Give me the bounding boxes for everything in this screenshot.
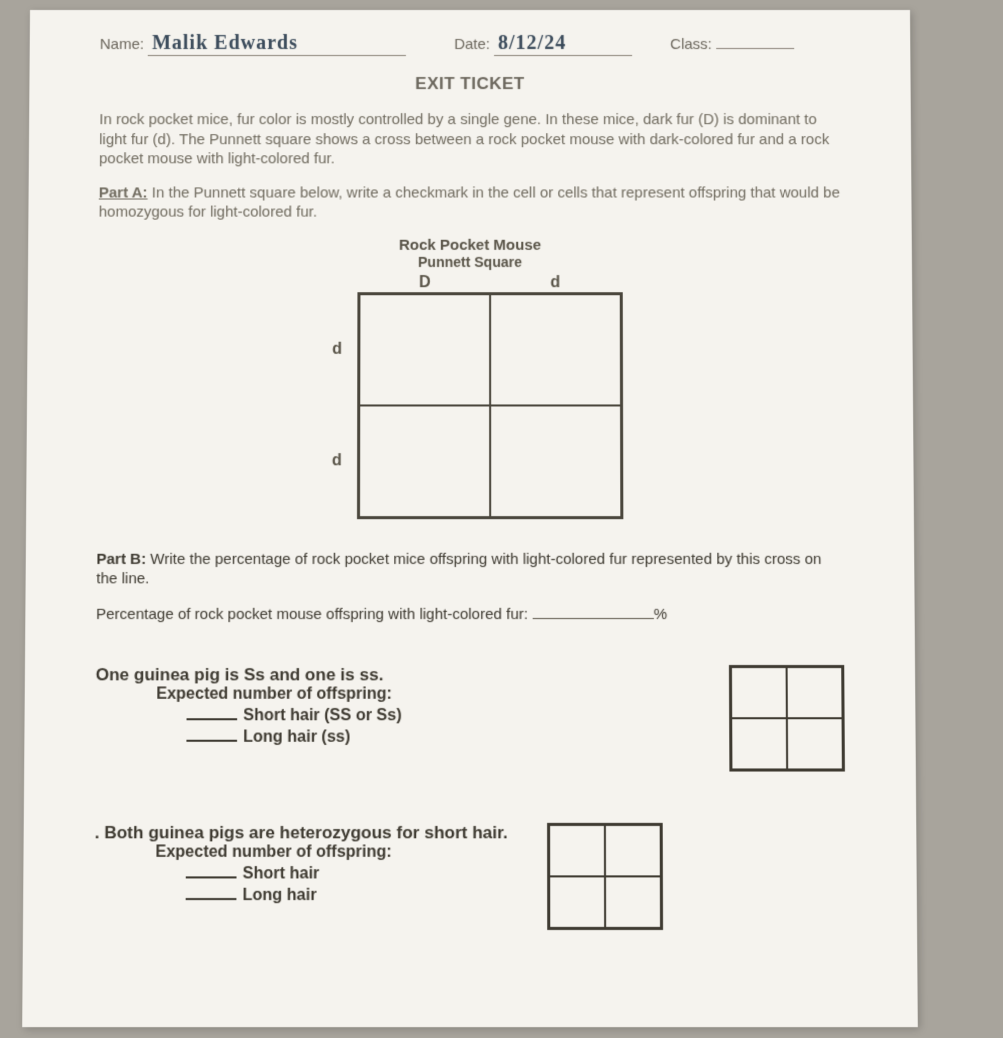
date-label: Date: [454,36,490,53]
q1-cell-1[interactable] [731,667,787,718]
worksheet-paper: Name: Malik Edwards Date: 8/12/24 Class:… [22,10,918,1027]
q2-punnett-grid [547,823,663,930]
part-b: Part B: Write the percentage of rock poc… [96,549,843,589]
part-a-label: Part A: [99,184,148,201]
part-a-text: In the Punnett square below, write a che… [99,184,840,221]
punnett-top-labels: D d [359,274,620,292]
punnett-col-D: D [359,274,490,292]
class-label: Class: [670,36,712,53]
percent-sign: % [654,605,668,622]
part-b-label: Part B: [96,550,146,567]
q2-opt2: Long hair [243,887,317,905]
punnett-cell-3[interactable] [359,405,490,517]
q1-blank-2[interactable] [186,725,237,741]
q1-sub: Expected number of offspring: [156,685,401,703]
percentage-blank[interactable] [532,603,653,618]
punnett-square-container: Rock Pocket Mouse Punnett Square D d d d [97,236,844,518]
intro-paragraph: In rock pocket mice, fur color is mostly… [99,110,841,169]
q1-blank-1[interactable] [187,704,238,720]
punnett-subtitle: Punnett Square [418,253,522,269]
q1-opt2: Long hair (ss) [243,728,350,745]
q2-cell-2[interactable] [605,825,661,876]
q2-head: . Both guinea pigs are heterozygous for … [95,823,508,844]
q2-blank-1[interactable] [186,862,237,878]
punnett-col-d: d [490,274,621,292]
q2-cell-4[interactable] [605,876,661,928]
punnett-row-d-bottom: d [317,405,358,517]
part-b-prompt: Percentage of rock pocket mouse offsprin… [96,605,528,622]
punnett-cell-4[interactable] [490,405,621,517]
q1-cell-3[interactable] [731,718,787,769]
q2-opt1: Short hair [243,865,320,883]
question-1: One guinea pig is Ss and one is ss. Expe… [95,665,845,772]
class-field[interactable] [716,30,794,49]
part-b-text: Write the percentage of rock pocket mice… [96,550,821,587]
name-field[interactable]: Malik Edwards [148,32,406,56]
q1-opt1: Short hair (SS or Ss) [243,707,401,724]
q1-cell-4[interactable] [787,718,843,769]
q2-head-text: Both guinea pigs are heterozygous for sh… [104,823,507,843]
question-2: . Both guinea pigs are heterozygous for … [94,823,846,930]
part-b-prompt-line: Percentage of rock pocket mouse offsprin… [96,603,844,624]
punnett-title: Rock Pocket Mouse [399,236,541,253]
name-label: Name: [100,36,144,53]
punnett-cell-2[interactable] [490,294,621,405]
q2-cell-3[interactable] [549,876,605,928]
date-field[interactable]: 8/12/24 [494,32,632,56]
punnett-row-d-top: d [317,294,357,405]
q1-cell-2[interactable] [787,667,843,718]
q2-cell-1[interactable] [549,825,605,876]
punnett-cell-1[interactable] [359,294,490,405]
q2-sub: Expected number of offspring: [155,843,507,862]
part-a: Part A: In the Punnett square below, wri… [99,183,842,222]
q1-head: One guinea pig is Ss and one is ss. [96,665,402,685]
page-title: EXIT TICKET [99,74,840,94]
q2-blank-2[interactable] [186,884,237,900]
header-row: Name: Malik Edwards Date: 8/12/24 Class: [100,30,841,56]
q1-punnett-grid [729,665,845,772]
punnett-grid [357,292,623,519]
